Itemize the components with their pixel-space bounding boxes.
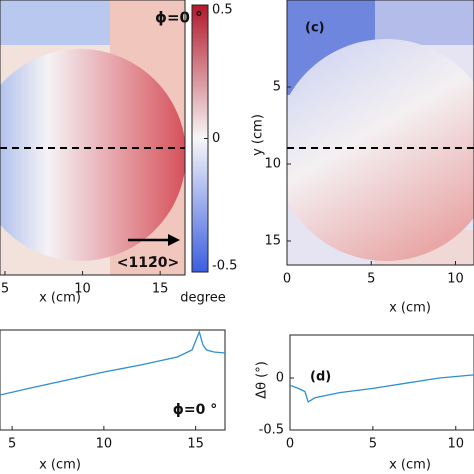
colorbar-tick-label: 0 (212, 131, 220, 146)
heatmap-c (287, 0, 474, 265)
x-tick-label: 0 (283, 272, 291, 287)
x-tick-label: 10 (447, 272, 464, 287)
plot-frame (0, 329, 226, 431)
annotation: ϕ=0 ° (173, 402, 218, 418)
panel-label: (d) (310, 370, 331, 385)
y-tick-label: 15 (264, 233, 281, 248)
y-tick-label: -0.5 (259, 423, 284, 438)
x-tick-label: 10 (96, 437, 113, 452)
x-tick-label: 15 (187, 437, 204, 452)
heatmap-a (0, 0, 185, 275)
y-tick-label: 0 (276, 371, 284, 386)
colorbar-tick-label: 0.5 (212, 3, 233, 18)
panel-label: (c) (305, 21, 325, 36)
x-tick-label: 0 (286, 437, 294, 452)
y-axis-label: y (cm) (251, 114, 266, 156)
x-tick-label: 15 (152, 282, 169, 297)
x-tick-label: 5 (8, 437, 16, 452)
x-axis-label: x (cm) (389, 458, 431, 473)
x-tick-label: 5 (1, 282, 9, 297)
x-tick-label: 10 (447, 437, 464, 452)
series-line (289, 374, 474, 403)
plot-frame (0, 0, 186, 276)
direction-label: <112̄0> (117, 255, 179, 271)
annotation: ϕ=0 ° (155, 9, 203, 27)
x-axis-label: x (cm) (39, 458, 81, 473)
y-tick-label: 5 (273, 79, 281, 94)
plot-frame (286, 0, 474, 266)
x-axis-label: x (cm) (389, 301, 431, 316)
x-tick-label: 5 (367, 272, 375, 287)
x-tick-label: 10 (74, 282, 91, 297)
arrow-head (168, 234, 180, 246)
plot-frame (289, 334, 474, 431)
colorbar-tick-label: -0.5 (212, 259, 237, 274)
colorbar-label: degree (180, 291, 226, 306)
y-axis-label: Δθ (°) (255, 361, 270, 399)
x-axis-label: x (cm) (39, 291, 81, 306)
x-tick-label: 5 (369, 437, 377, 452)
series-line (0, 330, 226, 396)
y-tick-label: 10 (264, 156, 281, 171)
